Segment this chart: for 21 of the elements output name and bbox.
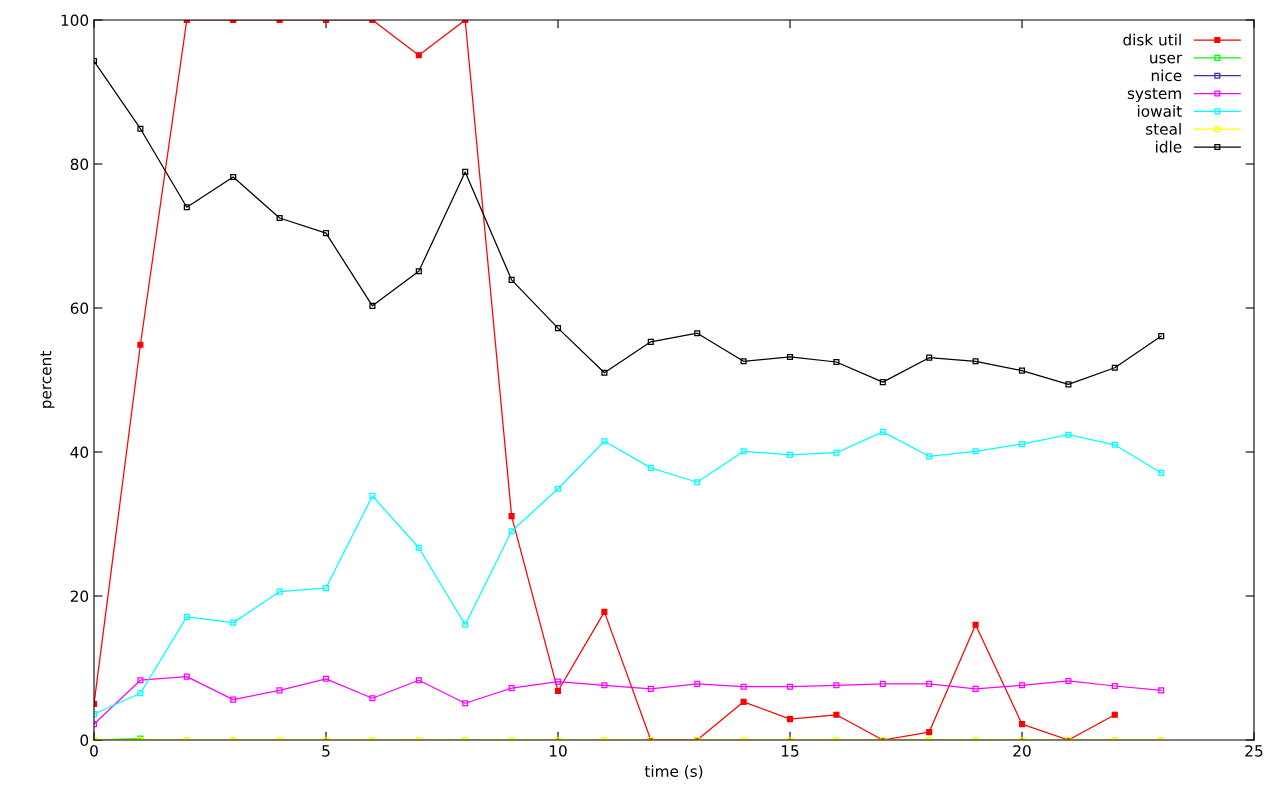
y-tick-label: 0 <box>80 734 89 747</box>
legend-label: iowait <box>1137 105 1182 117</box>
x-tick-label: 10 <box>549 745 567 757</box>
y-tick-label: 20 <box>70 590 89 603</box>
legend-label: idle <box>1156 140 1182 153</box>
x-tick-label: 25 <box>1245 745 1263 757</box>
legend-label: system <box>1127 88 1181 103</box>
x-tick-label: 5 <box>322 745 330 757</box>
legend-label: nice <box>1151 69 1182 82</box>
x-axis-title: time (s) <box>644 765 703 779</box>
x-tick-label: 15 <box>781 745 799 757</box>
x-tick-label: 0 <box>90 745 98 757</box>
y-tick-label: 40 <box>70 446 89 459</box>
x-tick-label: 20 <box>1013 745 1031 757</box>
y-tick-label: 60 <box>70 302 89 315</box>
y-tick-label: 80 <box>70 158 89 171</box>
y-axis-title: percent <box>40 351 55 408</box>
legend-label: disk util <box>1123 33 1181 46</box>
legend-label: user <box>1150 54 1183 64</box>
legend-label: steal <box>1146 122 1181 135</box>
y-tick-label: 100 <box>61 14 89 27</box>
